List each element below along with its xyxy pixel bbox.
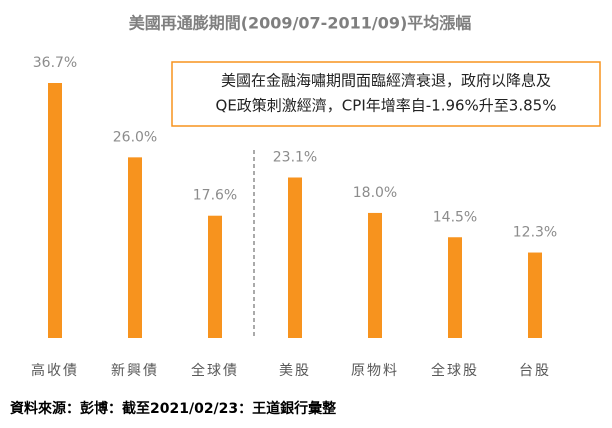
chart-title: 美國再通膨期間(2009/07-2011/09)平均漲幅 — [129, 14, 472, 33]
bar — [48, 83, 62, 338]
bar — [128, 157, 142, 338]
source-note: 資料來源：彭博：截至2021/02/23：王道銀行彙整 — [10, 400, 337, 417]
x-tick-label: 全球債 — [191, 362, 239, 379]
x-tick-label: 原物料 — [351, 363, 399, 379]
value-label: 14.5% — [433, 209, 477, 225]
value-label: 18.0% — [353, 185, 397, 201]
value-label: 12.3% — [513, 225, 557, 241]
x-tick-label: 新興債 — [111, 363, 159, 379]
bar — [368, 212, 382, 338]
value-label: 17.6% — [193, 188, 237, 204]
x-tick-label: 美股 — [279, 363, 311, 379]
value-label: 26.0% — [113, 129, 157, 145]
bar — [288, 177, 302, 338]
bar — [448, 237, 462, 338]
bar — [528, 252, 542, 338]
bar — [208, 215, 222, 338]
x-tick-label: 高收債 — [31, 362, 79, 379]
annotation-box — [171, 61, 601, 127]
x-tick-label: 台股 — [519, 363, 551, 379]
value-label: 23.1% — [273, 149, 317, 165]
value-label: 36.7% — [33, 55, 77, 71]
annotation: QE政策刺激經濟，CPI年增率自-1.96%升至3.85% — [216, 97, 557, 115]
x-tick-label: 全球股 — [431, 362, 479, 379]
annotation: 美國在金融海嘯期間面臨經濟衰退，政府以降息及 — [221, 72, 551, 90]
